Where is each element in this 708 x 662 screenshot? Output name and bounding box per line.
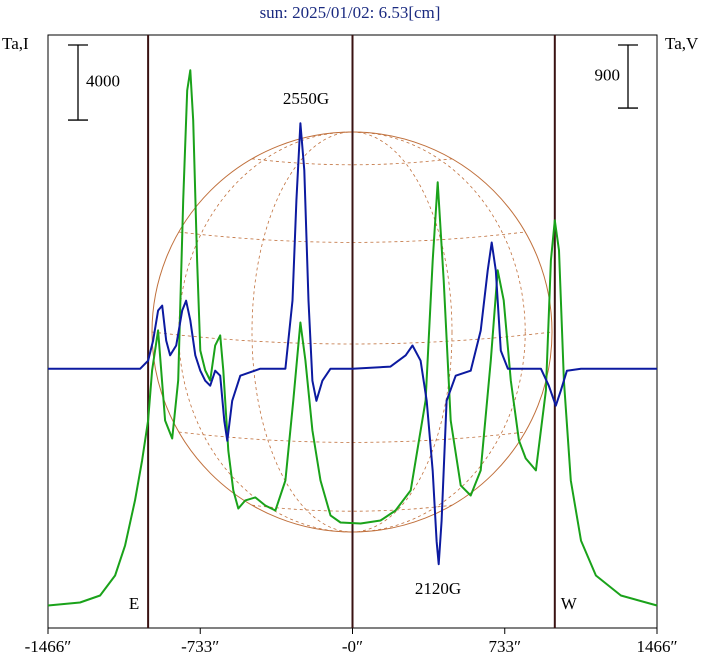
scale-bar-label: 4000 <box>86 71 120 90</box>
x-tick-label: 1466″ <box>636 637 677 656</box>
limb-label: E <box>129 594 139 613</box>
y-axis-label: Ta,I <box>2 34 29 53</box>
x-tick-label: -733″ <box>181 637 219 656</box>
scale-bar-label: 900 <box>595 65 621 84</box>
chart-title: sun: 2025/01/02: 6.53[cm] <box>260 3 441 22</box>
x-tick-label: -1466″ <box>25 637 72 656</box>
sun-parallel <box>178 431 526 443</box>
sun-parallel <box>251 158 453 166</box>
series-line <box>48 122 657 566</box>
sun-parallel <box>178 231 526 243</box>
sun-meridian <box>178 131 526 533</box>
annotation: 2550G <box>283 89 329 108</box>
series-line <box>47 69 658 607</box>
x-tick-label: 733″ <box>488 637 521 656</box>
annotation: 2120G <box>415 579 461 598</box>
x-tick-label: -0″ <box>342 637 363 656</box>
limb-label: W <box>561 594 578 613</box>
y2-axis-label: Ta,V <box>665 34 699 53</box>
